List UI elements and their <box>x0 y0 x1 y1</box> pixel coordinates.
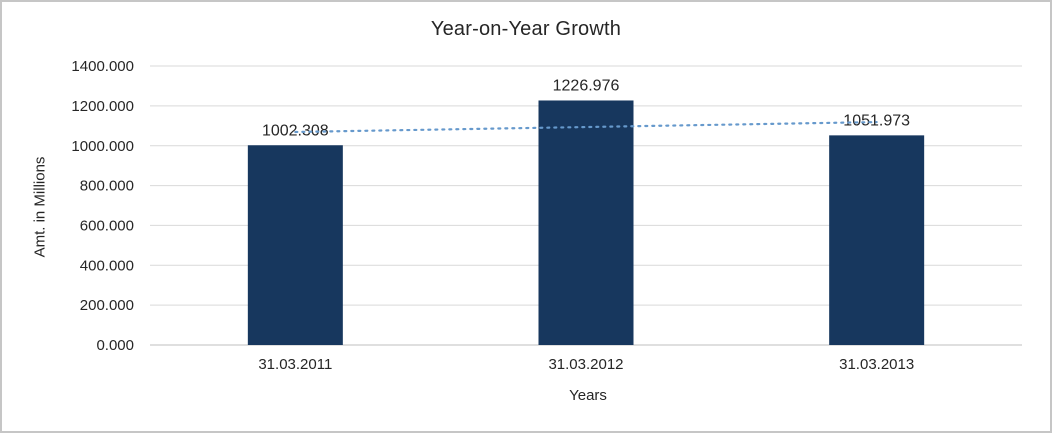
y-tick-label: 400.000 <box>80 257 134 274</box>
y-tick-label: 1000.000 <box>71 138 134 155</box>
x-tick-label: 31.03.2013 <box>839 356 914 373</box>
bar-value-label: 1002.308 <box>262 122 329 139</box>
trendline <box>294 120 878 134</box>
x-tick-label: 31.03.2012 <box>548 356 623 373</box>
y-tick-label: 200.000 <box>80 297 134 314</box>
x-axis-title: Years <box>569 387 607 404</box>
y-tick-label: 0.000 <box>96 337 134 354</box>
y-tick-label: 600.000 <box>80 218 134 235</box>
x-tick-label: 31.03.2011 <box>258 356 332 373</box>
bar-value-label: 1051.973 <box>843 112 910 129</box>
bar-31.03.2011 <box>247 145 343 345</box>
y-tick-label: 1200.000 <box>71 98 134 115</box>
bar-31.03.2013 <box>829 135 925 345</box>
bar-31.03.2012 <box>538 100 634 346</box>
chart-title: Year-on-Year Growth <box>430 18 622 40</box>
bar-value-label: 1226.976 <box>553 77 620 94</box>
y-tick-label: 1400.000 <box>71 58 134 75</box>
y-tick-label: 800.000 <box>80 178 134 195</box>
